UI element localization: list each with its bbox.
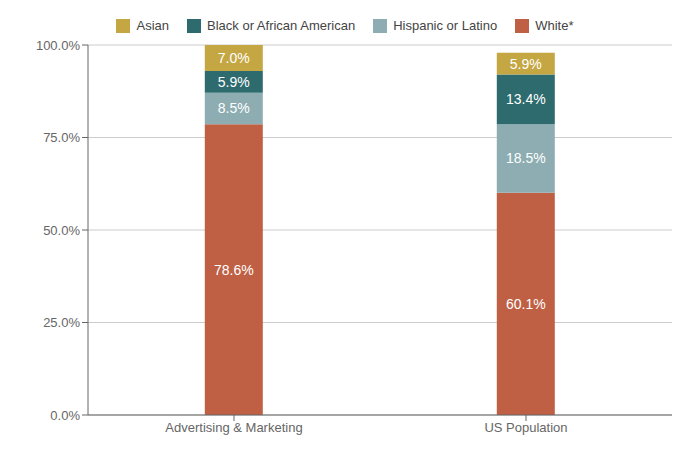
html-text:White*: White* (535, 18, 574, 33)
svg-text:25.0%: 25.0% (43, 315, 80, 330)
svg-text:60.1%: 60.1% (506, 296, 546, 312)
svg-text:US Population: US Population (484, 420, 567, 435)
svg-text:5.9%: 5.9% (218, 74, 250, 90)
html-text:Asian: Asian (136, 18, 169, 33)
svg-text:5.9%: 5.9% (510, 56, 542, 72)
svg-text:18.5%: 18.5% (506, 150, 546, 166)
svg-text:8.5%: 8.5% (218, 100, 250, 116)
svg-text:7.0%: 7.0% (218, 50, 250, 66)
svg-text:100.0%: 100.0% (36, 38, 81, 53)
svg-text:Advertising & Marketing: Advertising & Marketing (165, 420, 302, 435)
html-text:Hispanic or Latino: Hispanic or Latino (393, 18, 498, 33)
svg-text:0.0%: 0.0% (50, 408, 80, 423)
svg-text:50.0%: 50.0% (43, 223, 80, 238)
svg-text:13.4%: 13.4% (506, 91, 546, 107)
svg-text:75.0%: 75.0% (43, 130, 80, 145)
html-text:Black or African American: Black or African American (207, 18, 356, 33)
svg-text:78.6%: 78.6% (214, 262, 254, 278)
